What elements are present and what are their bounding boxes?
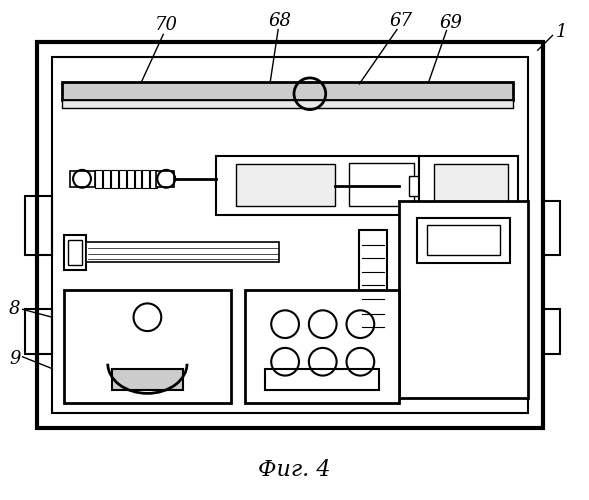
- Bar: [111, 170, 118, 188]
- Text: 70: 70: [155, 16, 178, 34]
- Bar: [399, 200, 528, 398]
- Bar: [542, 310, 561, 354]
- Bar: [542, 200, 561, 255]
- Bar: [417, 218, 510, 263]
- Bar: [64, 235, 86, 270]
- Text: 1: 1: [555, 24, 567, 42]
- Text: Фиг. 4: Фиг. 4: [258, 458, 330, 480]
- Bar: [143, 170, 150, 188]
- Text: 68: 68: [269, 12, 292, 30]
- Bar: [62, 100, 513, 108]
- Bar: [38, 42, 542, 428]
- Bar: [68, 240, 82, 265]
- Bar: [25, 310, 52, 354]
- Bar: [236, 164, 335, 206]
- Bar: [156, 171, 174, 186]
- Text: 69: 69: [439, 14, 462, 32]
- Bar: [359, 230, 387, 349]
- Bar: [216, 156, 419, 216]
- Bar: [86, 242, 279, 262]
- Bar: [64, 290, 231, 404]
- Bar: [419, 156, 518, 216]
- Bar: [25, 196, 52, 255]
- Bar: [62, 82, 513, 100]
- Bar: [103, 170, 110, 188]
- Bar: [246, 290, 399, 404]
- Bar: [349, 163, 414, 206]
- Bar: [134, 170, 141, 188]
- Bar: [95, 170, 102, 188]
- Bar: [112, 368, 183, 390]
- Bar: [127, 170, 134, 188]
- Bar: [434, 164, 508, 206]
- Bar: [427, 226, 500, 255]
- Bar: [70, 171, 95, 186]
- Bar: [118, 170, 125, 188]
- Text: 9: 9: [9, 350, 21, 368]
- Text: 67: 67: [389, 12, 412, 30]
- Bar: [52, 57, 528, 413]
- Text: 8: 8: [9, 300, 21, 318]
- Bar: [150, 170, 157, 188]
- Bar: [265, 368, 379, 390]
- Bar: [409, 176, 419, 196]
